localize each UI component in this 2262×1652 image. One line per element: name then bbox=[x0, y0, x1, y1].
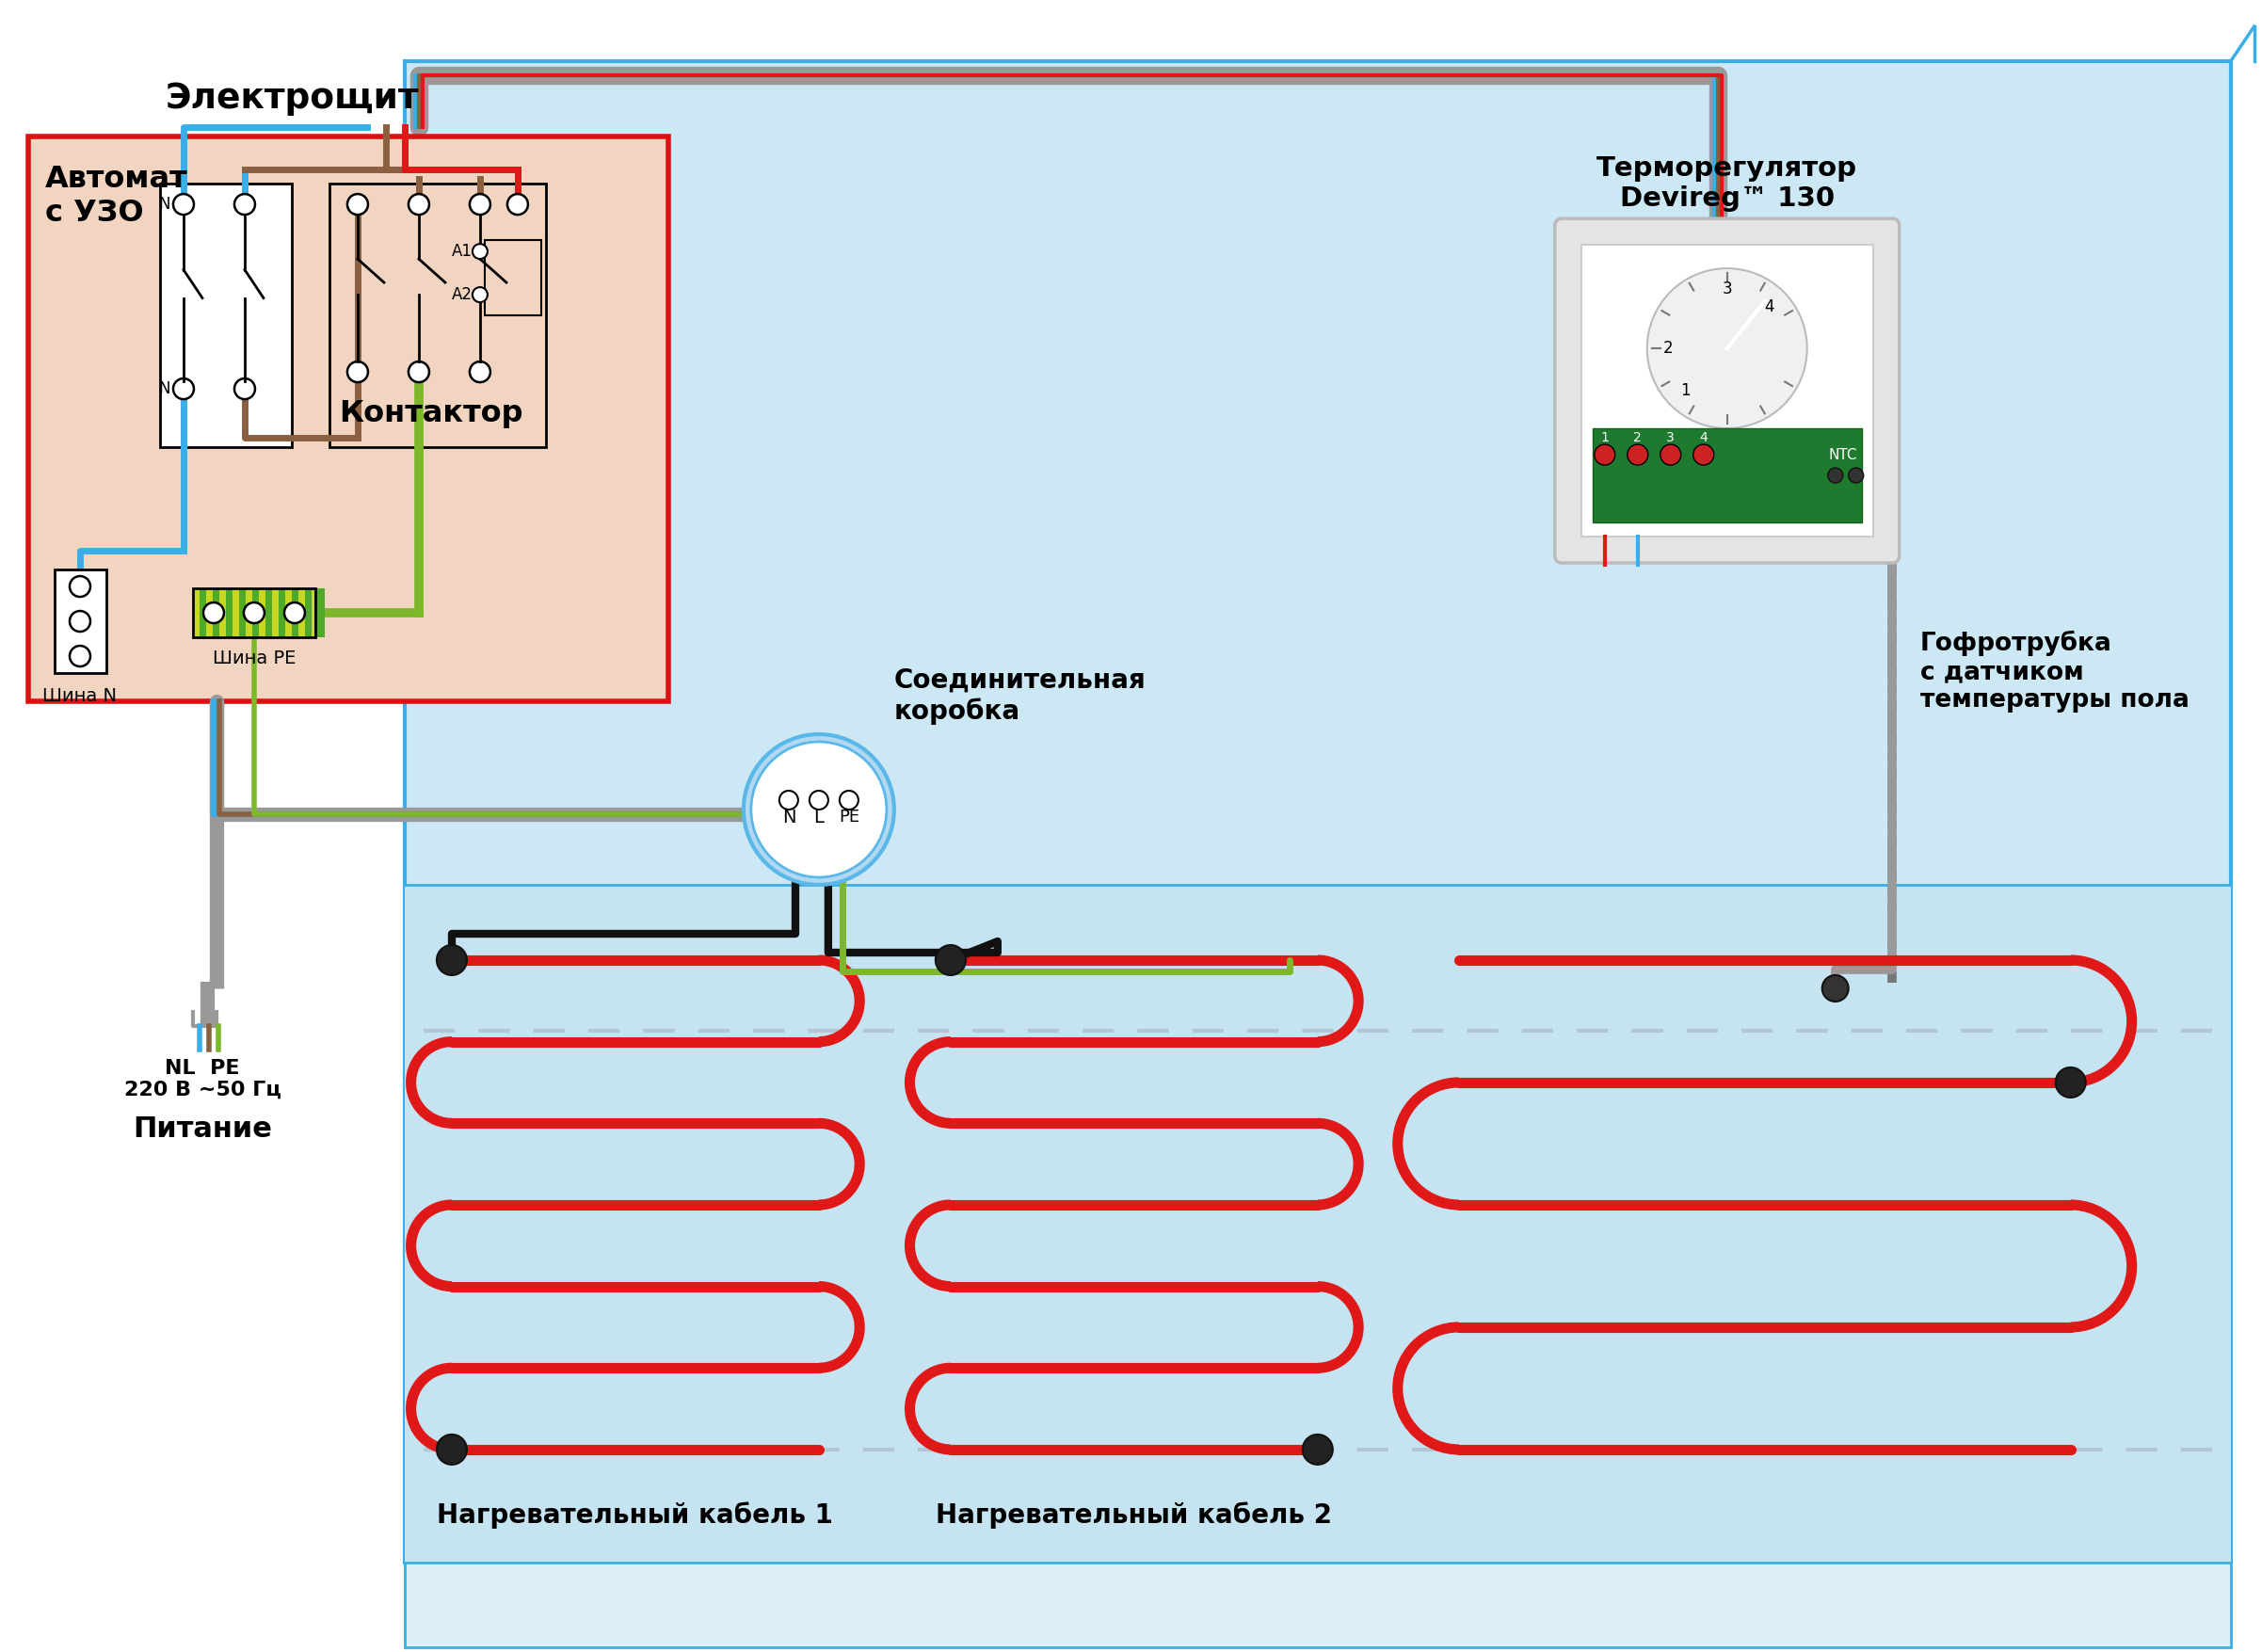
Text: N: N bbox=[783, 808, 796, 826]
Circle shape bbox=[751, 742, 887, 877]
Circle shape bbox=[473, 244, 489, 259]
FancyBboxPatch shape bbox=[161, 183, 292, 448]
Circle shape bbox=[780, 791, 798, 809]
Polygon shape bbox=[305, 588, 312, 638]
Polygon shape bbox=[233, 588, 240, 638]
Polygon shape bbox=[299, 588, 305, 638]
Circle shape bbox=[1823, 975, 1848, 1001]
Circle shape bbox=[244, 603, 265, 623]
Text: Терморегулятор
Devireg™ 130: Терморегулятор Devireg™ 130 bbox=[1597, 155, 1857, 211]
Text: 1: 1 bbox=[1681, 382, 1690, 398]
Text: Нагревательный кабель 2: Нагревательный кабель 2 bbox=[936, 1502, 1332, 1528]
Text: N: N bbox=[158, 197, 170, 213]
Circle shape bbox=[409, 362, 430, 382]
Text: NL  PE
220 В ~50 Гц: NL PE 220 В ~50 Гц bbox=[124, 1059, 280, 1100]
Circle shape bbox=[70, 577, 90, 596]
Circle shape bbox=[473, 287, 489, 302]
Text: N: N bbox=[158, 380, 170, 396]
Polygon shape bbox=[312, 588, 314, 638]
FancyBboxPatch shape bbox=[54, 570, 106, 672]
Text: L: L bbox=[814, 808, 823, 826]
Polygon shape bbox=[240, 588, 247, 638]
Circle shape bbox=[70, 646, 90, 666]
Circle shape bbox=[174, 378, 195, 400]
Text: 1: 1 bbox=[1601, 431, 1608, 444]
Circle shape bbox=[1647, 268, 1807, 428]
Text: 2: 2 bbox=[1663, 340, 1674, 357]
FancyBboxPatch shape bbox=[405, 1563, 2230, 1647]
Text: 4: 4 bbox=[1699, 431, 1708, 444]
Polygon shape bbox=[314, 588, 326, 638]
Text: Контактор: Контактор bbox=[339, 400, 523, 428]
Text: Соединительная
коробка: Соединительная коробка bbox=[893, 667, 1147, 725]
Text: Питание: Питание bbox=[133, 1115, 271, 1143]
Text: 3: 3 bbox=[1721, 281, 1733, 297]
FancyBboxPatch shape bbox=[405, 885, 2230, 1563]
Circle shape bbox=[1694, 444, 1715, 466]
FancyBboxPatch shape bbox=[1592, 428, 1862, 522]
Polygon shape bbox=[292, 588, 299, 638]
Polygon shape bbox=[285, 588, 292, 638]
Polygon shape bbox=[199, 588, 206, 638]
FancyBboxPatch shape bbox=[484, 240, 541, 316]
FancyBboxPatch shape bbox=[405, 61, 2230, 1563]
Circle shape bbox=[470, 193, 491, 215]
Circle shape bbox=[1660, 444, 1681, 466]
Text: Электрощит: Электрощит bbox=[165, 83, 418, 116]
Text: Шина N: Шина N bbox=[43, 687, 118, 705]
FancyBboxPatch shape bbox=[330, 183, 545, 448]
Circle shape bbox=[437, 945, 466, 975]
FancyBboxPatch shape bbox=[1581, 244, 1873, 537]
Circle shape bbox=[1848, 468, 1864, 482]
Polygon shape bbox=[213, 588, 219, 638]
Polygon shape bbox=[247, 588, 253, 638]
Circle shape bbox=[810, 791, 828, 809]
Circle shape bbox=[409, 193, 430, 215]
Circle shape bbox=[936, 945, 966, 975]
Circle shape bbox=[1626, 444, 1649, 466]
Circle shape bbox=[507, 193, 527, 215]
Circle shape bbox=[235, 193, 256, 215]
Text: Шина PE: Шина PE bbox=[213, 649, 296, 667]
Text: A2: A2 bbox=[452, 286, 473, 304]
Circle shape bbox=[839, 791, 857, 809]
Text: Нагревательный кабель 1: Нагревательный кабель 1 bbox=[437, 1502, 832, 1528]
Text: PE: PE bbox=[839, 808, 860, 826]
Text: 4: 4 bbox=[1764, 297, 1773, 316]
FancyBboxPatch shape bbox=[1554, 218, 1900, 563]
Circle shape bbox=[235, 378, 256, 400]
Text: 3: 3 bbox=[1667, 431, 1674, 444]
Polygon shape bbox=[265, 588, 271, 638]
Text: Гофротрубка
с датчиком
температуры пола: Гофротрубка с датчиком температуры пола bbox=[1920, 631, 2190, 712]
Circle shape bbox=[348, 193, 369, 215]
Text: 2: 2 bbox=[1633, 431, 1642, 444]
FancyBboxPatch shape bbox=[27, 137, 667, 702]
Circle shape bbox=[2056, 1067, 2086, 1097]
Polygon shape bbox=[219, 588, 226, 638]
Circle shape bbox=[437, 1434, 466, 1465]
Polygon shape bbox=[226, 588, 233, 638]
Polygon shape bbox=[253, 588, 258, 638]
Circle shape bbox=[1303, 1434, 1332, 1465]
Circle shape bbox=[348, 362, 369, 382]
Circle shape bbox=[204, 603, 224, 623]
Text: Автомат
с УЗО: Автомат с УЗО bbox=[45, 165, 188, 228]
Text: A1: A1 bbox=[452, 243, 473, 259]
Circle shape bbox=[285, 603, 305, 623]
Polygon shape bbox=[258, 588, 265, 638]
Circle shape bbox=[470, 362, 491, 382]
Circle shape bbox=[1828, 468, 1844, 482]
Polygon shape bbox=[271, 588, 278, 638]
Polygon shape bbox=[192, 588, 199, 638]
Circle shape bbox=[744, 733, 893, 885]
Polygon shape bbox=[278, 588, 285, 638]
Circle shape bbox=[174, 193, 195, 215]
Circle shape bbox=[70, 611, 90, 631]
Text: NTC: NTC bbox=[1828, 448, 1857, 463]
Polygon shape bbox=[206, 588, 213, 638]
Circle shape bbox=[1595, 444, 1615, 466]
